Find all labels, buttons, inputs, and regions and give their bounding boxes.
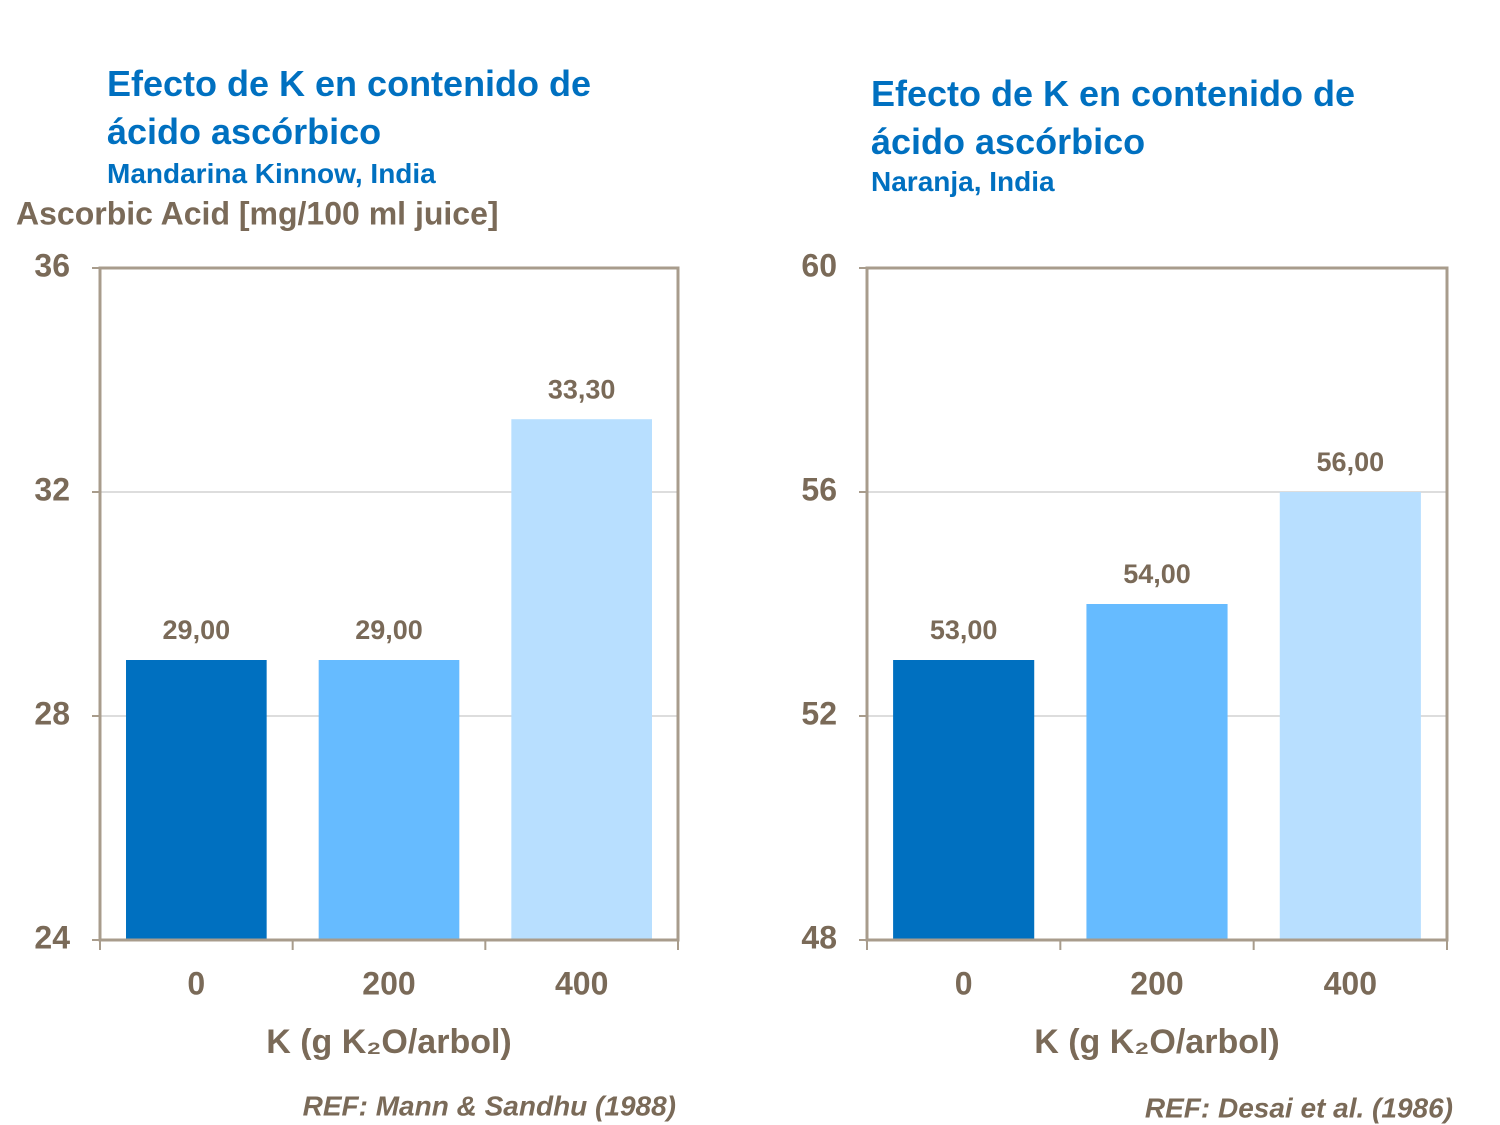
value-label: 53,00 [930, 615, 998, 645]
y-axis-label: Ascorbic Acid [mg/100 ml juice] [16, 195, 499, 231]
value-label: 29,00 [163, 615, 231, 645]
y-tick-label: 60 [801, 247, 837, 283]
plot-frame [98, 266, 680, 942]
value-label: 29,00 [355, 615, 423, 645]
x-tick-label: 200 [362, 965, 415, 1001]
bar [893, 660, 1035, 940]
x-axis-label: K (g K₂O/arbol) [266, 1023, 512, 1061]
bar [511, 419, 652, 940]
y-tick-label: 28 [34, 695, 70, 731]
plot-frame [865, 266, 1449, 942]
value-label: 54,00 [1123, 559, 1191, 589]
source-note: REF: Mann & Sandhu (1988) [303, 1090, 676, 1121]
chart-subtitle: Mandarina Kinnow, India [107, 158, 436, 189]
y-tick-label: 32 [34, 471, 70, 507]
y-tick-label: 48 [801, 919, 837, 955]
chart-subtitle: Naranja, India [871, 166, 1055, 197]
value-label: 33,30 [548, 374, 616, 404]
y-tick-label: 24 [34, 919, 70, 955]
x-axis-label: K (g K₂O/arbol) [1034, 1023, 1280, 1061]
x-tick-label: 0 [187, 965, 205, 1001]
x-tick-label: 400 [1324, 965, 1377, 1001]
bar [1086, 604, 1228, 940]
x-tick-label: 0 [955, 965, 973, 1001]
value-label: 56,00 [1317, 447, 1385, 477]
chart-title: Efecto de K en contenido de ácido ascórb… [871, 73, 1356, 162]
bar [318, 660, 460, 940]
y-tick-label: 36 [34, 247, 70, 283]
x-tick-label: 400 [555, 965, 608, 1001]
bar [126, 660, 267, 940]
x-tick-label: 200 [1130, 965, 1183, 1001]
y-tick-label: 52 [801, 695, 837, 731]
source-note: REF: Desai et al. (1986) [1145, 1092, 1453, 1123]
y-tick-label: 56 [801, 471, 837, 507]
chart-title: Efecto de K en contenido de ácido ascórb… [107, 63, 592, 152]
bar [1279, 492, 1421, 940]
